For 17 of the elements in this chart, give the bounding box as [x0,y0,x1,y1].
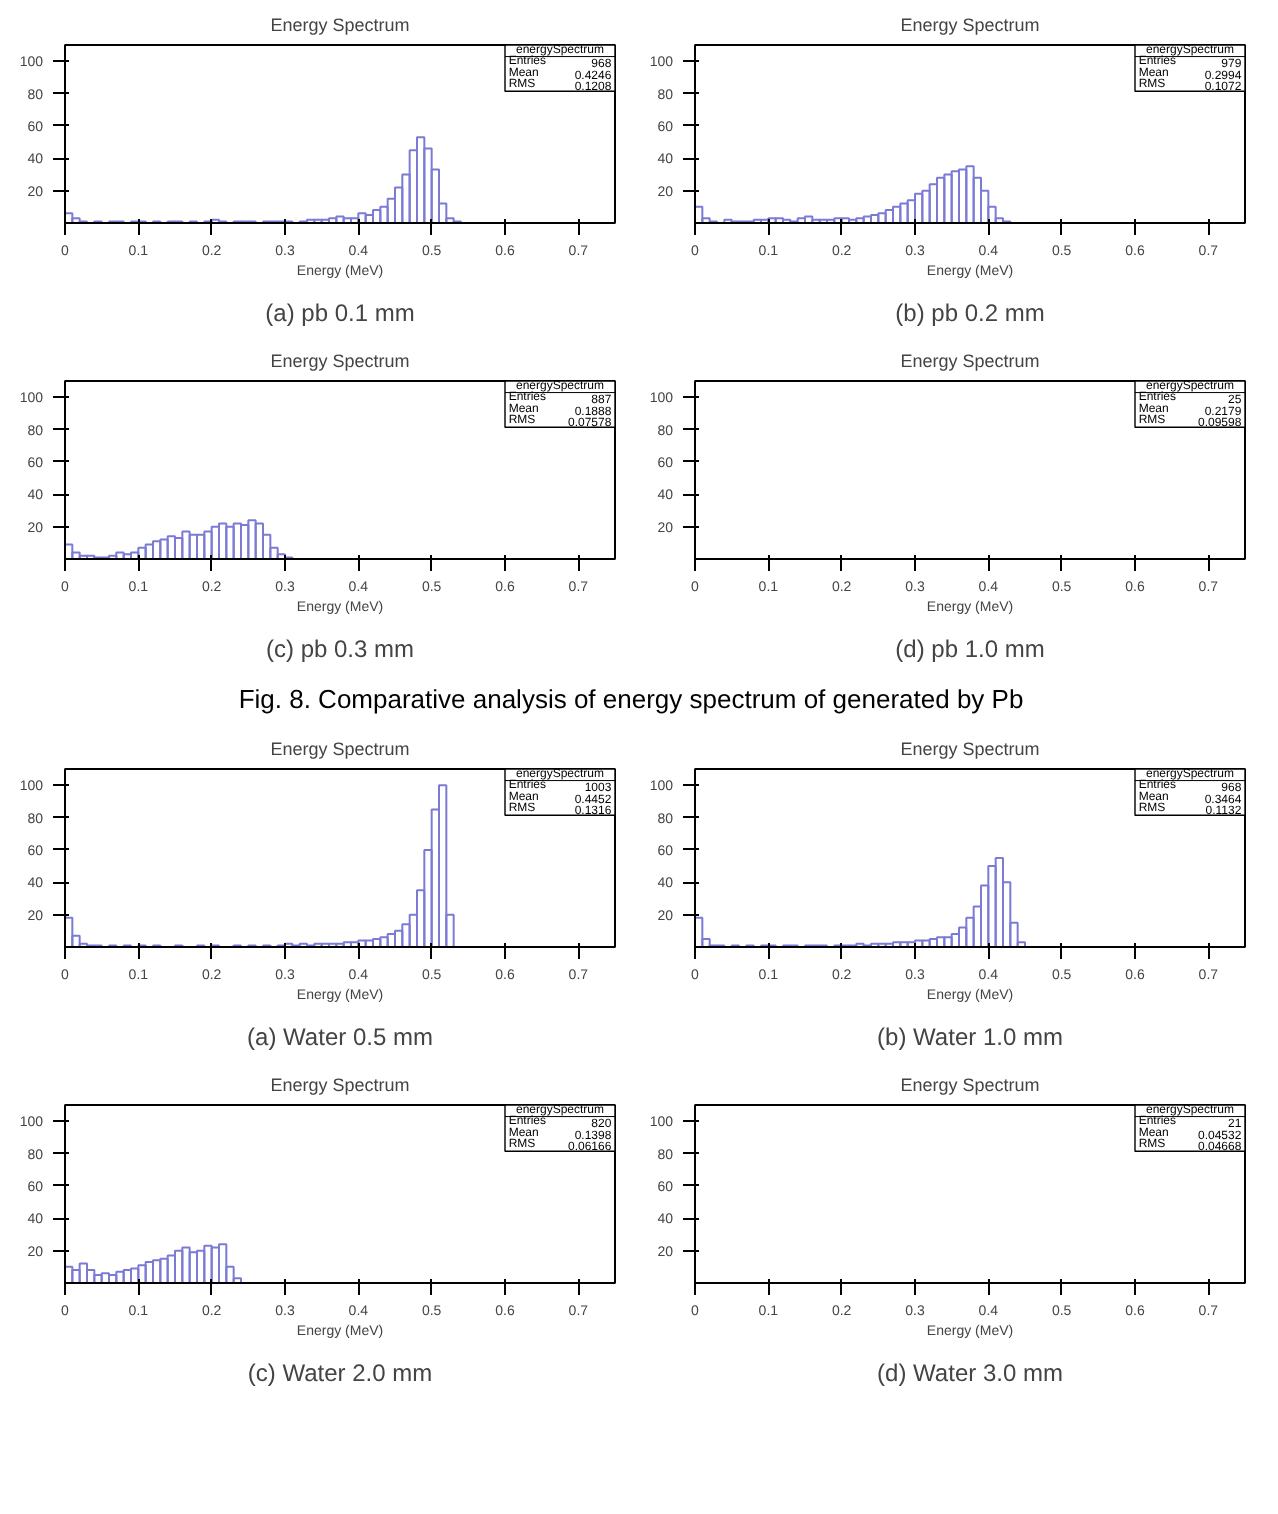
chart-title: Energy Spectrum [270,1075,410,1095]
chart-title: Energy Spectrum [270,15,410,35]
chart-title: Energy Spectrum [900,351,1040,371]
chart-title: Energy Spectrum [900,15,1040,35]
text: (d) pb 1.0 mm [895,635,1045,663]
text: (c) pb 0.3 mm [265,635,415,663]
text: (a) Water 0.5 mm [247,1023,433,1051]
text: Fig. 8. Comparative analysis of energy spectrum of generated by Pb [238,684,1024,714]
text: (c) Water 2.0 mm [247,1359,433,1387]
chart-title: Energy Spectrum [270,351,410,371]
chart-title: Energy Spectrum [900,1075,1040,1095]
text: (d) Water 3.0 mm [877,1359,1063,1387]
chart-title: Energy Spectrum [270,739,410,759]
text: (b) pb 0.2 mm [895,299,1045,327]
text: (b) Water 1.0 mm [877,1023,1063,1051]
chart-title: Energy Spectrum [900,739,1040,759]
text: (a) pb 0.1 mm [265,299,415,327]
